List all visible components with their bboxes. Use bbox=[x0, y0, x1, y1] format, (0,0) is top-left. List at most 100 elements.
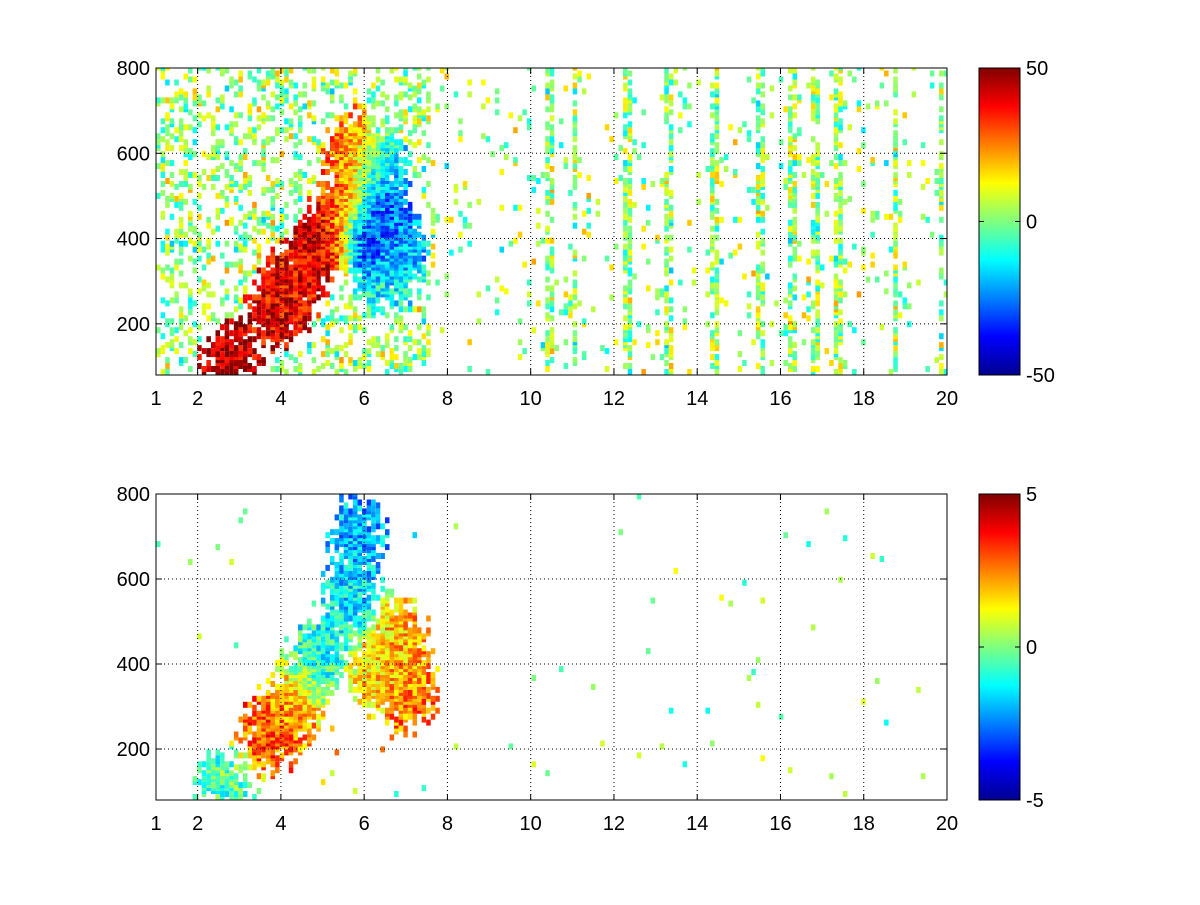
heatmap-cell bbox=[330, 136, 335, 142]
heatmap-cell bbox=[935, 190, 940, 196]
heatmap-cell bbox=[206, 223, 211, 229]
heatmap-cell bbox=[248, 782, 253, 788]
heatmap-cell bbox=[935, 178, 940, 184]
heatmap-cell bbox=[545, 303, 550, 309]
heatmap-cell bbox=[225, 324, 230, 330]
heatmap-cell bbox=[367, 657, 372, 663]
heatmap-cell bbox=[641, 244, 646, 250]
heatmap-cell bbox=[628, 369, 633, 375]
heatmap-cell bbox=[330, 645, 335, 651]
heatmap-cell bbox=[893, 288, 898, 294]
heatmap-cell bbox=[669, 145, 674, 151]
heatmap-cell bbox=[325, 169, 330, 175]
heatmap-cell bbox=[573, 294, 578, 300]
heatmap-cell bbox=[330, 622, 335, 628]
heatmap-cell bbox=[335, 544, 340, 550]
heatmap-cell bbox=[568, 294, 573, 300]
heatmap-cell bbox=[252, 354, 257, 360]
heatmap-cell bbox=[669, 80, 674, 86]
heatmap-cell bbox=[293, 714, 298, 720]
heatmap-cell bbox=[344, 280, 349, 286]
heatmap-cell bbox=[623, 220, 628, 226]
heatmap-cell bbox=[866, 103, 871, 109]
heatmap-cell bbox=[243, 172, 248, 178]
heatmap-cell bbox=[307, 196, 312, 202]
heatmap-cell bbox=[495, 309, 500, 315]
heatmap-cell bbox=[325, 565, 330, 571]
heatmap-cell bbox=[761, 109, 766, 115]
heatmap-cell bbox=[522, 348, 527, 354]
heatmap-cell bbox=[861, 247, 866, 253]
heatmap-cell bbox=[303, 696, 308, 702]
heatmap-cell bbox=[385, 708, 390, 714]
heatmap-cell bbox=[628, 363, 633, 369]
heatmap-cell bbox=[211, 366, 216, 372]
heatmap-cell bbox=[325, 613, 330, 619]
heatmap-cell bbox=[628, 280, 633, 286]
heatmap-cell bbox=[394, 300, 399, 306]
heatmap-cell bbox=[243, 133, 248, 139]
heatmap-cell bbox=[362, 642, 367, 648]
heatmap-cell bbox=[710, 205, 715, 211]
heatmap-cell bbox=[376, 535, 381, 541]
heatmap-cell bbox=[413, 306, 418, 312]
heatmap-cell bbox=[541, 342, 546, 348]
heatmap-cell bbox=[216, 193, 221, 199]
heatmap-cell bbox=[426, 271, 431, 277]
heatmap-cell bbox=[330, 639, 335, 645]
heatmap-cell bbox=[170, 339, 175, 345]
heatmap-cell bbox=[188, 226, 193, 232]
heatmap-cell bbox=[321, 181, 326, 187]
heatmap-cell bbox=[252, 250, 257, 256]
heatmap-cell bbox=[715, 172, 720, 178]
heatmap-cell bbox=[358, 556, 363, 562]
heatmap-cell bbox=[252, 77, 257, 83]
heatmap-cell bbox=[220, 280, 225, 286]
heatmap-cell bbox=[184, 315, 189, 321]
heatmap-cell bbox=[238, 717, 243, 723]
heatmap-cell bbox=[939, 342, 944, 348]
heatmap-cell bbox=[316, 714, 321, 720]
heatmap-cell bbox=[939, 139, 944, 145]
heatmap-cell bbox=[289, 303, 294, 309]
heatmap-cell bbox=[522, 109, 527, 115]
heatmap-cell bbox=[206, 154, 211, 160]
heatmap-cell bbox=[238, 166, 243, 172]
heatmap-cell bbox=[568, 300, 573, 306]
heatmap-cell bbox=[229, 330, 234, 336]
heatmap-cell bbox=[293, 133, 298, 139]
heatmap-cell bbox=[893, 363, 898, 369]
heatmap-cell bbox=[293, 109, 298, 115]
heatmap-cell bbox=[403, 71, 408, 77]
heatmap-cell bbox=[838, 172, 843, 178]
heatmap-cell bbox=[293, 241, 298, 247]
heatmap-cell bbox=[316, 205, 321, 211]
heatmap-cell bbox=[829, 160, 834, 166]
heatmap-cell bbox=[307, 642, 312, 648]
heatmap-cell bbox=[893, 83, 898, 89]
heatmap-cell bbox=[156, 265, 161, 271]
heatmap-cell bbox=[344, 523, 349, 529]
heatmap-cell bbox=[348, 300, 353, 306]
heatmap-cell bbox=[426, 348, 431, 354]
heatmap-cell bbox=[358, 616, 363, 622]
heatmap-cell bbox=[367, 553, 372, 559]
heatmap-cell bbox=[284, 71, 289, 77]
heatmap-cell bbox=[376, 660, 381, 666]
heatmap-cell bbox=[550, 124, 555, 130]
heatmap-cell bbox=[793, 366, 798, 372]
heatmap-cell bbox=[417, 172, 422, 178]
heatmap-cell bbox=[298, 175, 303, 181]
heatmap-cell bbox=[344, 502, 349, 508]
heatmap-cell bbox=[669, 268, 674, 274]
heatmap-cell bbox=[669, 151, 674, 157]
heatmap-cell bbox=[280, 97, 285, 103]
heatmap-cell bbox=[669, 100, 674, 106]
heatmap-cell bbox=[275, 262, 280, 268]
heatmap-cell bbox=[394, 77, 399, 83]
heatmap-cell bbox=[325, 181, 330, 187]
heatmap-cell bbox=[417, 241, 422, 247]
heatmap-cell bbox=[857, 100, 862, 106]
heatmap-cell bbox=[628, 330, 633, 336]
heatmap-cell bbox=[834, 121, 839, 127]
